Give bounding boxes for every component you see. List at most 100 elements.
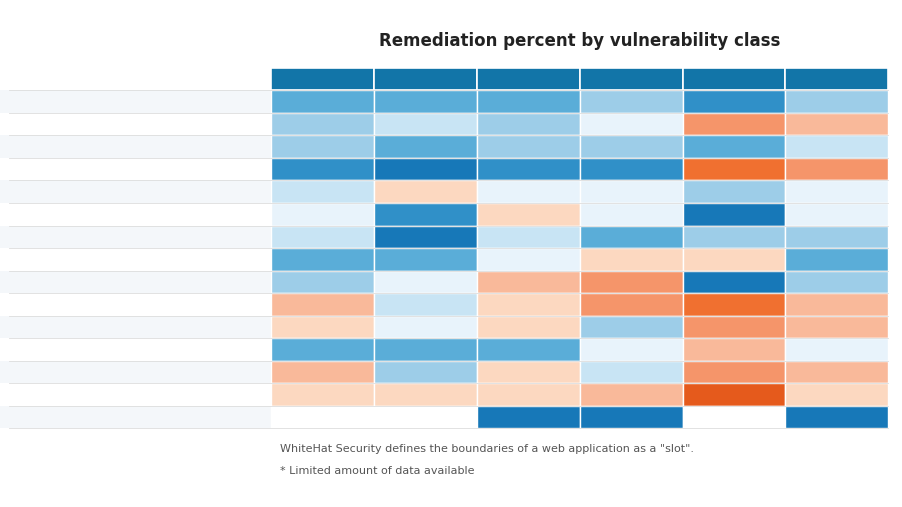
- Text: Predictable Resource Location: Predictable Resource Location: [86, 275, 263, 288]
- Text: 49: 49: [520, 320, 536, 334]
- Text: 41: 41: [520, 366, 536, 379]
- Text: 50: 50: [829, 343, 845, 356]
- Text: 24: 24: [726, 118, 741, 131]
- Text: 38: 38: [520, 275, 536, 288]
- Text: 100: 100: [723, 208, 746, 221]
- Text: –: –: [731, 411, 737, 424]
- Text: 100*: 100*: [616, 411, 646, 424]
- Text: 100*: 100*: [719, 275, 749, 288]
- Text: 37: 37: [829, 298, 845, 311]
- Text: 48: 48: [829, 388, 845, 401]
- Text: 18: 18: [726, 163, 742, 175]
- Text: * Limited amount of data available: * Limited amount of data available: [280, 466, 474, 477]
- Text: 45: 45: [314, 388, 330, 401]
- Text: 100*: 100*: [513, 411, 543, 424]
- Text: 74: 74: [520, 140, 536, 153]
- Text: 25: 25: [623, 298, 639, 311]
- Text: 20*: 20*: [723, 366, 745, 379]
- Text: SQL Injection: SQL Injection: [186, 163, 263, 175]
- Text: 25: 25: [829, 163, 845, 175]
- Text: 87: 87: [417, 208, 433, 221]
- Text: 56: 56: [623, 366, 639, 379]
- Text: 40: 40: [623, 253, 639, 266]
- Text: 52: 52: [829, 208, 845, 221]
- Text: 50: 50: [314, 208, 330, 221]
- Text: 34: 34: [623, 388, 639, 401]
- Text: 55: 55: [829, 140, 845, 153]
- Text: 78: 78: [623, 230, 639, 243]
- Text: 77: 77: [417, 140, 433, 153]
- Text: 65: 65: [829, 95, 845, 108]
- Text: ColdFusion: ColdFusion: [384, 73, 466, 86]
- Text: ASP: ASP: [308, 73, 337, 86]
- Text: 71: 71: [623, 95, 639, 108]
- Text: 46: 46: [520, 208, 536, 221]
- Text: 87: 87: [314, 163, 330, 175]
- Text: 75: 75: [417, 95, 433, 108]
- Text: Brute Force: Brute Force: [195, 298, 263, 311]
- Text: 50*: 50*: [414, 275, 437, 288]
- Text: 51: 51: [623, 185, 639, 198]
- Text: 60: 60: [314, 185, 330, 198]
- Text: 62: 62: [314, 230, 330, 243]
- Text: 40: 40: [726, 253, 742, 266]
- Text: Insufficient Authorization: Insufficient Authorization: [115, 343, 263, 356]
- Text: 41: 41: [520, 298, 536, 311]
- Text: 72: 72: [520, 118, 536, 131]
- Text: 51: 51: [623, 208, 639, 221]
- Text: 89: 89: [623, 163, 639, 175]
- Text: 19: 19: [726, 298, 741, 311]
- Text: Information Leakage: Information Leakage: [142, 118, 263, 131]
- Text: Abuse of Functionality: Abuse of Functionality: [133, 230, 263, 243]
- Text: 76: 76: [520, 95, 536, 108]
- Text: 32: 32: [726, 343, 741, 356]
- Text: 71: 71: [314, 275, 330, 288]
- Text: 84: 84: [726, 140, 742, 153]
- Text: 33: 33: [314, 366, 330, 379]
- Text: 0*: 0*: [727, 388, 741, 401]
- Text: 62: 62: [418, 298, 433, 311]
- Text: 51: 51: [623, 118, 639, 131]
- Text: 53: 53: [417, 320, 433, 334]
- Text: 67*: 67*: [414, 366, 437, 379]
- Text: WhiteHat Security defines the boundaries of a web application as a "slot".: WhiteHat Security defines the boundaries…: [280, 444, 694, 454]
- Text: 46: 46: [418, 185, 433, 198]
- Text: –: –: [319, 411, 326, 424]
- Text: Session Fixation: Session Fixation: [169, 388, 263, 401]
- Text: 75: 75: [829, 253, 845, 266]
- Text: Content Spoofing: Content Spoofing: [161, 140, 263, 153]
- Text: –: –: [422, 411, 428, 424]
- Text: 54: 54: [829, 185, 845, 198]
- Text: URL Redirector Abuse: URL Redirector Abuse: [135, 320, 263, 334]
- Text: 74: 74: [314, 140, 330, 153]
- Text: 100: 100: [825, 411, 849, 424]
- Text: 89: 89: [520, 163, 536, 175]
- Text: 67: 67: [829, 275, 845, 288]
- Text: 22: 22: [623, 275, 639, 288]
- Text: 85: 85: [726, 95, 742, 108]
- Text: 69: 69: [726, 185, 741, 198]
- Text: 44: 44: [314, 320, 330, 334]
- Text: 36: 36: [829, 118, 845, 131]
- Text: 80: 80: [314, 253, 330, 266]
- Text: 62: 62: [520, 230, 536, 243]
- Text: 42: 42: [418, 388, 433, 401]
- Text: 80: 80: [417, 253, 433, 266]
- Text: Remediation percent by vulnerability class: Remediation percent by vulnerability cla…: [379, 31, 780, 50]
- Text: 79: 79: [314, 95, 330, 108]
- Text: Fingerprinting: Fingerprinting: [180, 366, 263, 379]
- Text: 80: 80: [417, 343, 433, 356]
- Text: 70: 70: [726, 230, 742, 243]
- Text: 26: 26: [726, 320, 741, 334]
- Text: Insufficient Transport Layer Protection: Insufficient Transport Layer Protection: [38, 208, 263, 221]
- Text: 34: 34: [314, 298, 330, 311]
- Text: 80: 80: [314, 343, 330, 356]
- Text: 66: 66: [623, 320, 639, 334]
- Text: 83: 83: [520, 343, 536, 356]
- Text: 51: 51: [623, 343, 639, 356]
- Text: 32: 32: [829, 320, 845, 334]
- Text: 49: 49: [520, 388, 536, 401]
- Text: .NET: .NET: [511, 73, 546, 86]
- Text: Perl: Perl: [719, 73, 749, 86]
- Text: 67: 67: [314, 118, 330, 131]
